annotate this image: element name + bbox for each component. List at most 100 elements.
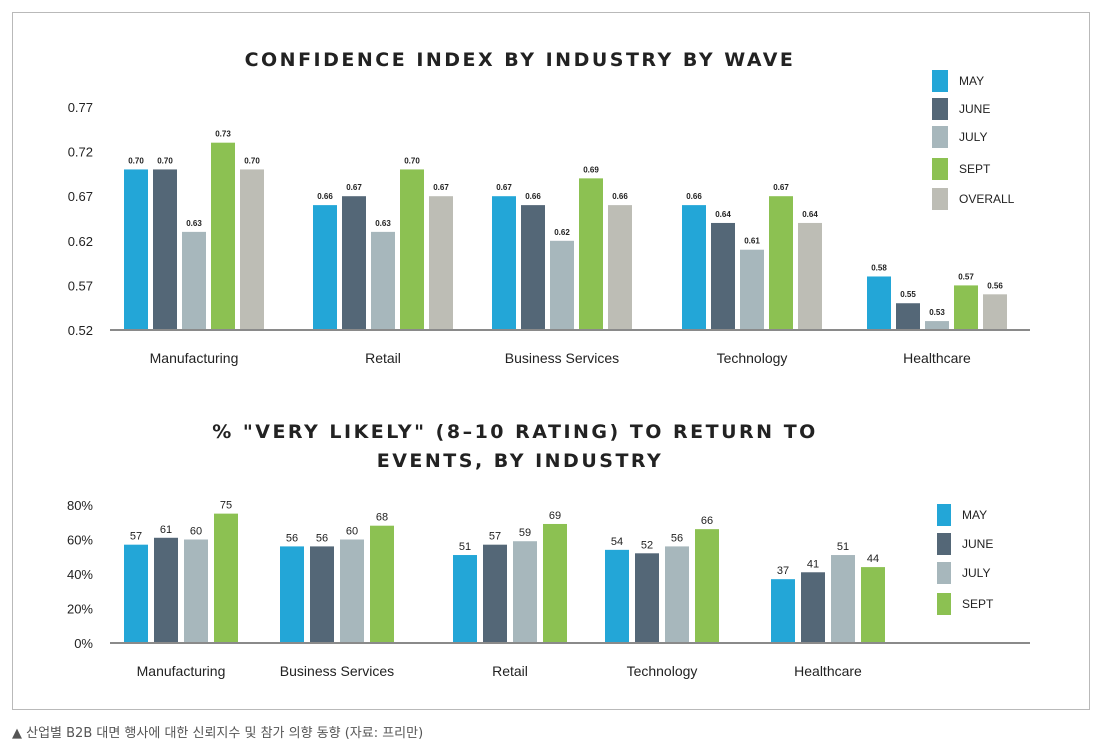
chart1-legend-label: JULY bbox=[959, 130, 987, 144]
chart2-bar-retail-july bbox=[513, 541, 537, 643]
chart1-bar-technology-overall bbox=[798, 222, 822, 330]
figure-caption: ▲ 산업별 B2B 대면 행사에 대한 신뢰지수 및 참가 의향 동향 (자료:… bbox=[12, 726, 424, 741]
chart2-legend-swatch-sept bbox=[937, 593, 951, 615]
chart2-bar-business-services-sept bbox=[370, 525, 394, 643]
chart1-category-label: Healthcare bbox=[903, 350, 971, 366]
chart1-data-label: 0.70 bbox=[404, 156, 420, 165]
chart1-bar-business-services-overall bbox=[608, 205, 632, 330]
chart2-legend-label: JULY bbox=[962, 566, 990, 580]
chart1-data-label: 0.53 bbox=[929, 308, 945, 317]
chart2-data-label: 56 bbox=[286, 532, 298, 544]
chart1-data-label: 0.66 bbox=[612, 192, 628, 201]
chart1-category-label: Business Services bbox=[505, 350, 619, 366]
chart1-category-label: Manufacturing bbox=[150, 350, 239, 366]
chart2-data-label: 51 bbox=[459, 541, 471, 553]
chart1-bar-retail-sept bbox=[400, 169, 424, 330]
chart1-bar-business-services-may bbox=[492, 196, 516, 330]
chart2-data-label: 75 bbox=[220, 500, 232, 512]
chart2-data-label: 60 bbox=[346, 526, 358, 538]
chart2-bar-healthcare-may bbox=[771, 579, 795, 643]
chart2-bar-business-services-july bbox=[340, 539, 364, 643]
chart1-bar-technology-may bbox=[682, 205, 706, 330]
chart1-data-label: 0.67 bbox=[433, 183, 449, 192]
chart1-data-label: 0.70 bbox=[157, 156, 173, 165]
chart2-bar-manufacturing-sept bbox=[214, 513, 238, 643]
chart1-bar-healthcare-sept bbox=[954, 285, 978, 330]
chart2-title: % "VERY LIKELY" (8–10 RATING) TO RETURN … bbox=[212, 421, 818, 443]
chart2-category-label: Technology bbox=[627, 663, 698, 679]
chart2-bar-business-services-may bbox=[280, 546, 304, 643]
chart1-data-label: 0.63 bbox=[375, 219, 391, 228]
chart1-data-label: 0.66 bbox=[317, 192, 333, 201]
chart1-bar-healthcare-overall bbox=[983, 294, 1007, 330]
chart1-data-label: 0.70 bbox=[128, 156, 144, 165]
chart1-data-label: 0.73 bbox=[215, 130, 231, 139]
chart2-legend-label: SEPT bbox=[962, 597, 994, 611]
chart1-bar-retail-may bbox=[313, 205, 337, 330]
chart1-category-label: Retail bbox=[365, 350, 401, 366]
chart1-ytick-label: 0.57 bbox=[68, 278, 93, 293]
chart1-data-label: 0.61 bbox=[744, 237, 760, 246]
chart1-bar-manufacturing-sept bbox=[211, 142, 235, 330]
chart2-category-label: Healthcare bbox=[794, 663, 862, 679]
chart1-data-label: 0.57 bbox=[958, 272, 974, 281]
chart1-legend-swatch-june bbox=[932, 98, 948, 120]
chart2-bar-healthcare-sept bbox=[861, 567, 885, 643]
chart1-legend-swatch-sept bbox=[932, 158, 948, 180]
chart1-bar-retail-june bbox=[342, 196, 366, 330]
chart2-legend-label: MAY bbox=[962, 508, 987, 522]
chart1-data-label: 0.67 bbox=[773, 183, 789, 192]
chart2-data-label: 44 bbox=[867, 553, 879, 565]
chart2-data-label: 68 bbox=[376, 512, 388, 524]
chart2-data-label: 54 bbox=[611, 536, 623, 548]
chart1-data-label: 0.70 bbox=[244, 156, 260, 165]
chart2-data-label: 41 bbox=[807, 558, 819, 570]
chart1-bar-business-services-july bbox=[550, 240, 574, 330]
chart1-ytick-label: 0.72 bbox=[68, 145, 93, 160]
chart1-title: CONFIDENCE INDEX BY INDUSTRY BY WAVE bbox=[245, 49, 796, 71]
chart2-bar-healthcare-july bbox=[831, 555, 855, 643]
chart2-ytick-label: 40% bbox=[67, 567, 93, 582]
chart2-data-label: 52 bbox=[641, 539, 653, 551]
chart2-bar-technology-june bbox=[635, 553, 659, 643]
chart2-category-label: Retail bbox=[492, 663, 528, 679]
chart1-legend-label: OVERALL bbox=[959, 192, 1015, 206]
chart1-ytick-label: 0.67 bbox=[68, 189, 93, 204]
chart1-bar-manufacturing-overall bbox=[240, 169, 264, 330]
chart2-data-label: 61 bbox=[160, 524, 172, 536]
chart2-data-label: 59 bbox=[519, 527, 531, 539]
chart2-legend-swatch-june bbox=[937, 533, 951, 555]
chart2-ytick-label: 80% bbox=[67, 498, 93, 513]
chart1-data-label: 0.64 bbox=[802, 210, 818, 219]
chart1-data-label: 0.66 bbox=[686, 192, 702, 201]
chart1-data-label: 0.58 bbox=[871, 263, 887, 272]
chart1-bar-manufacturing-may bbox=[124, 169, 148, 330]
chart2-bar-manufacturing-july bbox=[184, 539, 208, 643]
chart2-data-label: 37 bbox=[777, 565, 789, 577]
chart1-bar-healthcare-may bbox=[867, 276, 891, 330]
chart1-ytick-label: 0.52 bbox=[68, 323, 93, 338]
chart2-data-label: 66 bbox=[701, 515, 713, 527]
chart1-legend-swatch-may bbox=[932, 70, 948, 92]
chart1-data-label: 0.64 bbox=[715, 210, 731, 219]
chart1-ytick-label: 0.77 bbox=[68, 100, 93, 115]
chart1-data-label: 0.56 bbox=[987, 281, 1003, 290]
chart2-bar-technology-sept bbox=[695, 529, 719, 643]
chart1-legend-swatch-overall bbox=[932, 188, 948, 210]
chart1-bar-healthcare-june bbox=[896, 303, 920, 330]
chart1-bar-manufacturing-july bbox=[182, 231, 206, 330]
chart1-bar-retail-july bbox=[371, 231, 395, 330]
chart2-bar-retail-sept bbox=[543, 523, 567, 643]
charts-canvas: CONFIDENCE INDEX BY INDUSTRY BY WAVE 0.52… bbox=[67, 49, 1030, 679]
chart2-bar-business-services-june bbox=[310, 546, 334, 643]
chart1-bar-healthcare-july bbox=[925, 321, 949, 330]
chart1-bar-technology-june bbox=[711, 222, 735, 330]
chart1-legend-label: JUNE bbox=[959, 102, 990, 116]
chart1-legend-label: SEPT bbox=[959, 162, 991, 176]
chart1-legend-swatch-july bbox=[932, 126, 948, 148]
chart1-ytick-label: 0.62 bbox=[68, 234, 93, 249]
chart2-legend-swatch-may bbox=[937, 504, 951, 526]
chart2-bar-technology-july bbox=[665, 546, 689, 643]
chart1-bar-technology-july bbox=[740, 249, 764, 330]
chart2-data-label: 57 bbox=[489, 531, 501, 543]
